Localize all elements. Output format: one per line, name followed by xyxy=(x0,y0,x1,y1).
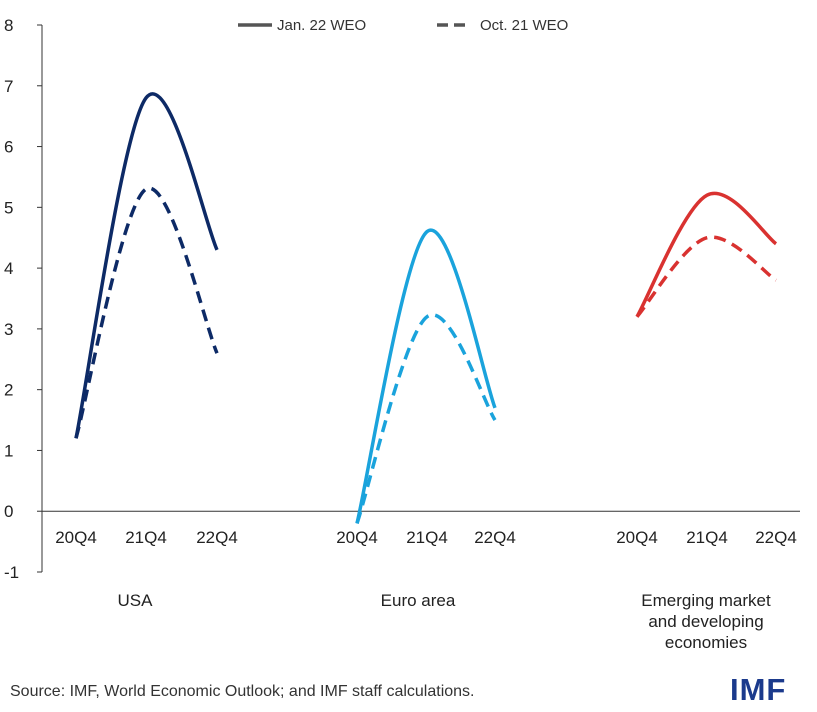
x-category-label: 21Q4 xyxy=(686,528,728,547)
series-line-oct21-group-0 xyxy=(74,186,219,439)
group-label: Emerging market xyxy=(641,591,771,610)
x-category-label: 22Q4 xyxy=(755,528,797,547)
x-category-label: 20Q4 xyxy=(336,528,378,547)
group-label: Euro area xyxy=(381,591,456,610)
series-line-jan22-group-0 xyxy=(74,92,219,439)
x-category-label: 21Q4 xyxy=(125,528,167,547)
series-line-jan22-group-2 xyxy=(635,191,778,318)
y-tick-label: 5 xyxy=(4,198,13,217)
y-tick-label: 0 xyxy=(4,502,13,521)
x-category-label: 21Q4 xyxy=(406,528,448,547)
series-line-oct21-group-2 xyxy=(635,235,778,318)
y-tick-label: -1 xyxy=(4,563,19,582)
group-label: economies xyxy=(665,633,747,652)
y-tick-label: 4 xyxy=(4,259,13,278)
group-label: USA xyxy=(118,591,154,610)
group-label: and developing xyxy=(648,612,763,631)
x-category-label: 20Q4 xyxy=(55,528,97,547)
imf-logo: IMF xyxy=(730,672,787,707)
y-tick-label: 3 xyxy=(4,320,13,339)
series-line-oct21-group-1 xyxy=(355,313,497,524)
x-category-label: 22Q4 xyxy=(474,528,516,547)
legend-label-jan22: Jan. 22 WEO xyxy=(277,17,366,34)
y-tick-label: 7 xyxy=(4,77,13,96)
series-line-jan22-group-1 xyxy=(355,228,497,524)
legend-label-oct21: Oct. 21 WEO xyxy=(480,17,568,34)
y-tick-label: 6 xyxy=(4,138,13,157)
x-category-label: 20Q4 xyxy=(616,528,658,547)
source-note: Source: IMF, World Economic Outlook; and… xyxy=(10,683,475,700)
x-category-label: 22Q4 xyxy=(196,528,238,547)
y-tick-label: 8 xyxy=(4,16,13,35)
y-tick-label: 2 xyxy=(4,381,13,400)
y-tick-label: 1 xyxy=(4,441,13,460)
